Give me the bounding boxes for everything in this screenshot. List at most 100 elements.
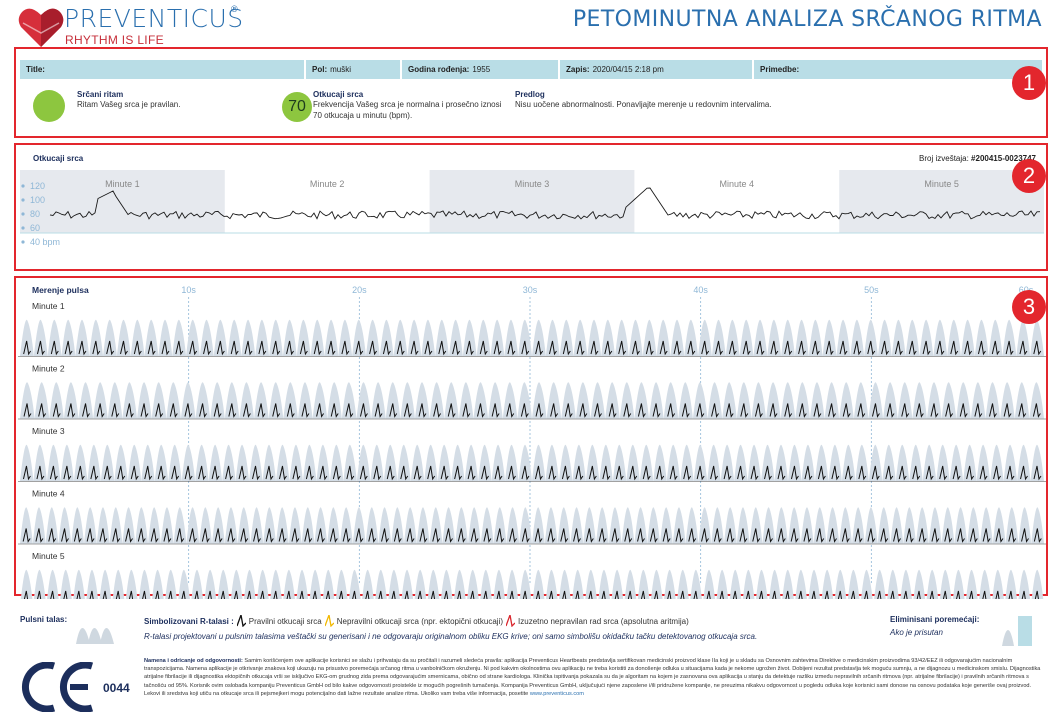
r-wave-marker (905, 528, 914, 543)
pulse-wave (966, 569, 978, 599)
r-wave-marker (73, 528, 82, 543)
r-wave-marker (286, 340, 294, 356)
r-wave-marker (858, 465, 867, 481)
r-wave-marker (440, 465, 449, 481)
pulse-wave (199, 507, 212, 544)
pulse-wave (112, 569, 125, 599)
pulse-wave (504, 319, 519, 356)
r-wave-marker (667, 403, 676, 418)
r-wave-marker (496, 528, 505, 543)
r-wave-marker (624, 528, 633, 543)
r-wave-marker (352, 590, 357, 599)
irregular-beat-label: Nepravilni otkucaji srca (npr. ektopični… (336, 616, 504, 626)
pulse-wave (634, 382, 650, 419)
pulse-wave (356, 382, 372, 419)
pulse-wave (795, 569, 807, 599)
r-wave-marker (959, 403, 968, 418)
r-wave-marker (393, 528, 402, 543)
pulse-wave (860, 569, 873, 599)
pulse-wave (572, 569, 584, 599)
pulse-wave (388, 569, 400, 599)
minute-label: Minute 2 (310, 179, 345, 189)
pulse-wave (227, 319, 242, 356)
r-wave-marker (481, 465, 489, 481)
r-wave-marker (772, 590, 777, 599)
pulse-wave (329, 444, 344, 481)
r-wave-marker (242, 403, 251, 418)
pulse-wave (154, 444, 169, 481)
r-wave-marker (534, 465, 543, 481)
heart-rate-line (49, 187, 1041, 220)
y-tick-dot (21, 226, 25, 230)
r-wave-marker (479, 340, 488, 356)
pulse-wave-icon (76, 628, 114, 644)
pulse-wave (199, 319, 214, 356)
r-wave-marker (881, 340, 890, 356)
r-wave-marker (220, 590, 225, 599)
r-wave-marker (944, 528, 953, 543)
pulse-wave (532, 444, 546, 481)
r-wave-marker (312, 590, 317, 599)
r-wave-marker (989, 403, 997, 418)
heart-rate-chart: Minute 1 Minute 2 Minute 3 Minute 4 Minute 5… (20, 170, 1044, 247)
pulse-wave (532, 569, 545, 599)
pulse-wave (619, 382, 635, 419)
pulse-wave (583, 507, 596, 544)
r-wave-marker (637, 528, 645, 543)
record-value: 2020/04/15 2:18 pm (592, 65, 664, 74)
pulse-wave (107, 382, 123, 419)
minute-label: Minute 1 (105, 179, 140, 189)
r-wave-marker (386, 465, 395, 481)
r-wave-marker (23, 590, 29, 599)
pulse-wave (378, 507, 392, 544)
pulse-wave (808, 569, 821, 599)
pulse-wave (647, 507, 660, 544)
r-wave-marker (579, 403, 588, 418)
report-number-value: #200415-0023747 (971, 154, 1036, 163)
pulse-wave (99, 569, 112, 599)
r-wave-marker (36, 465, 45, 481)
r-wave-marker (216, 340, 225, 356)
r-wave-marker (974, 403, 983, 418)
r-wave-marker (403, 403, 412, 418)
pulse-wave (429, 507, 443, 544)
pulse-wave (243, 569, 256, 599)
pulse-wave (739, 319, 754, 356)
pulse-wave (809, 382, 825, 419)
pulse-wave (270, 569, 282, 599)
pulse-wave (941, 507, 955, 544)
pulse-wave (677, 569, 689, 599)
r-wave-marker (111, 403, 120, 418)
pulse-wave (926, 569, 939, 599)
r-wave-marker (667, 590, 672, 599)
pulse-wave (656, 319, 671, 356)
pulse-wave (444, 382, 459, 419)
r-wave-marker (711, 403, 719, 418)
r-wave-marker (299, 340, 308, 356)
pulse-wave (749, 507, 763, 544)
r-wave-marker (454, 465, 463, 481)
r-wave-marker (842, 403, 851, 418)
r-wave-marker (117, 465, 126, 481)
r-wave-marker (445, 528, 453, 543)
pulse-title: Merenje pulsa (32, 285, 89, 295)
pulse-wave (864, 319, 878, 356)
pulse-wave (1003, 444, 1018, 481)
pulse-wave (435, 319, 449, 356)
pulse-wave (967, 507, 980, 544)
pulse-wave (257, 569, 269, 599)
disclaimer-link[interactable]: www.preventicus.com (529, 690, 584, 697)
pulse-wave (608, 507, 622, 544)
pulse-wave (480, 569, 492, 599)
pulse-wave (212, 507, 225, 544)
r-wave-marker (908, 340, 917, 356)
summary-section (14, 47, 1048, 138)
r-wave-marker (547, 528, 556, 543)
r-wave-marker (404, 590, 409, 599)
r-wave-marker (299, 590, 304, 599)
r-wave-marker (784, 340, 793, 356)
r-wave-marker (623, 403, 632, 418)
pulse-wave (60, 444, 74, 481)
pulse-wave (775, 507, 788, 544)
pulse-wave (650, 569, 663, 599)
